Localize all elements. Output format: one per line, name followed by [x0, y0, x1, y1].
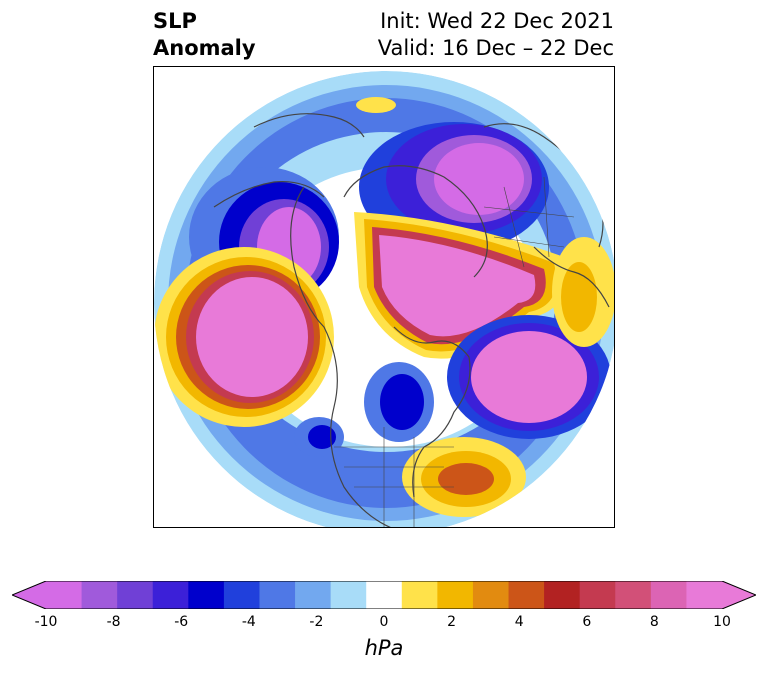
init-date: Init: Wed 22 Dec 2021: [380, 9, 614, 33]
colorbar-segment: [46, 581, 83, 609]
colorbar-segment: [152, 581, 189, 609]
colorbar-tick-label: -6: [174, 614, 189, 630]
colorbar-segment: [259, 581, 296, 609]
colorbar-segment: [81, 581, 118, 609]
colorbar-unit-label: hPa: [364, 636, 404, 660]
colorbar-segment: [686, 581, 723, 609]
colorbar-segment: [366, 581, 403, 609]
colorbar-tick-label: 6: [582, 614, 592, 630]
western-us-low: [294, 417, 344, 457]
arctic-warm-pocket: [356, 97, 396, 113]
hudson-low: [364, 362, 434, 442]
colorbar-segment: [330, 581, 367, 609]
colorbar-segment: [437, 581, 474, 609]
colorbar-tick-label: -10: [34, 614, 58, 630]
colorbar-segment: [650, 581, 687, 609]
colorbar-tick-label: 8: [649, 614, 659, 630]
colorbar-high-extend: [722, 581, 756, 609]
colorbar-segment: [188, 581, 225, 609]
colorbar-segment: [401, 581, 438, 609]
colorbar-segment: [472, 581, 510, 609]
title-type: Anomaly: [153, 36, 256, 60]
valid-range: Valid: 16 Dec – 22 Dec: [377, 36, 614, 60]
colorbar-segment: [579, 581, 616, 609]
europe-warm-core: [561, 262, 597, 332]
colorbar-segments: [46, 581, 723, 609]
colorbar-segment: [615, 581, 652, 609]
north-pacific-high: [154, 247, 334, 427]
map-title: SLP Anomaly: [153, 8, 256, 62]
colorbar-low-extend: [12, 581, 46, 609]
colorbar-tick-label: -2: [309, 614, 324, 630]
map-dates: Init: Wed 22 Dec 2021 Valid: 16 Dec – 22…: [378, 8, 614, 62]
colorbar-segment: [508, 581, 545, 609]
colorbar-tick-labels: -10 -8 -6 -4 -2 0 2 4 6 8 10: [0, 614, 768, 634]
colorbar-tick-label: 10: [713, 614, 731, 630]
arctic-siberia-high: [354, 212, 566, 359]
colorbar-segment: [117, 581, 154, 609]
colorbar-tick-label: -8: [106, 614, 121, 630]
title-variable: SLP: [153, 9, 197, 33]
north-atlantic-high: [447, 315, 611, 439]
western-atlantic-high: [402, 437, 526, 517]
anomaly-map: [153, 66, 615, 528]
colorbar-tick-label: 0: [379, 614, 389, 630]
colorbar-segment: [295, 581, 332, 609]
colorbar-tick-label: 4: [514, 614, 524, 630]
colorbar-tick-label: -4: [241, 614, 256, 630]
country-borders: [334, 176, 575, 527]
colorbar-tick-label: 2: [447, 614, 457, 630]
colorbar-segment: [544, 581, 581, 609]
colorbar: [12, 581, 756, 609]
colorbar-segment: [223, 581, 260, 609]
anomaly-map-svg: [154, 71, 614, 527]
